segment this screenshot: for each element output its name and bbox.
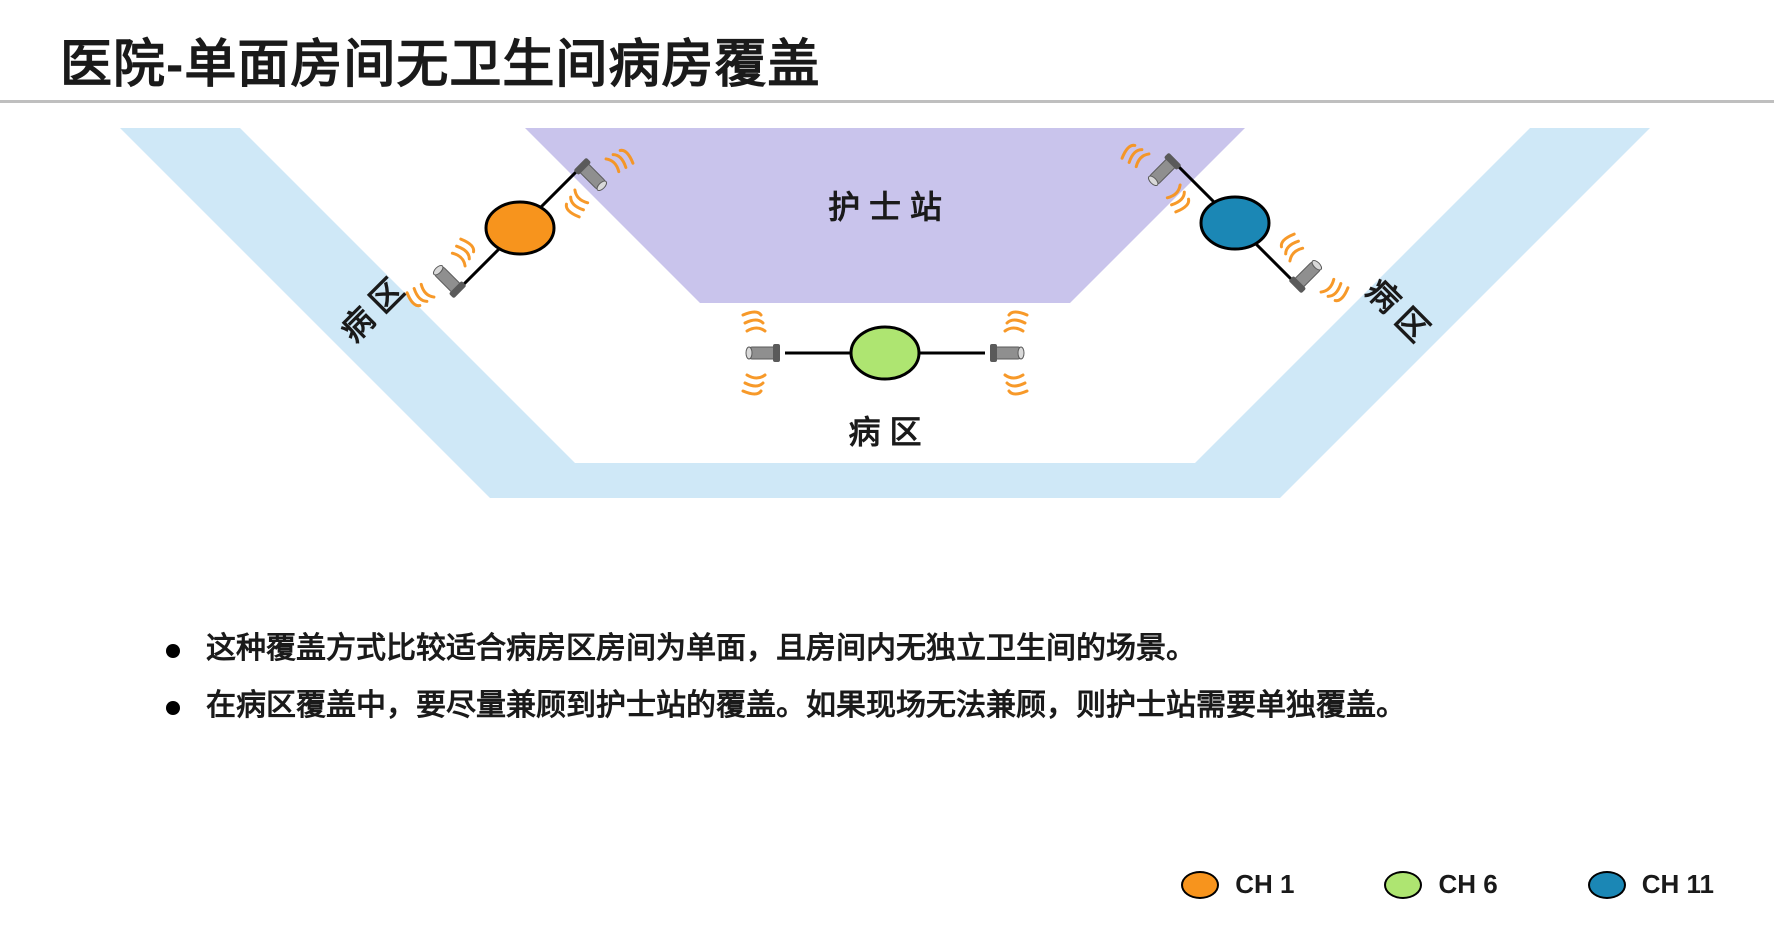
legend-item: CH 1 (1181, 869, 1294, 900)
antenna-icon (1266, 232, 1350, 316)
label-nurse-station: 护 士 站 (828, 189, 942, 225)
antenna-icon (990, 312, 1027, 394)
diagram-svg: 护 士 站病 区病 区病 区 (120, 128, 1650, 568)
ap-ch6 (743, 312, 1027, 394)
bullet-item: 在病区覆盖中，要尽量兼顾到护士站的覆盖。如果现场无法兼顾，则护士站需要单独覆盖。 (160, 677, 1610, 734)
title-rule (0, 100, 1774, 103)
bullet-item: 这种覆盖方式比较适合病房区房间为单面，且房间内无独立卫生间的场景。 (160, 620, 1610, 677)
legend-swatch (1384, 871, 1422, 899)
legend-item: CH 6 (1384, 869, 1497, 900)
slide: 医院-单面房间无卫生间病房覆盖 护 士 站病 区病 区病 区 这种覆盖方式比较适… (0, 0, 1774, 930)
legend-swatch (1181, 871, 1219, 899)
legend-label: CH 6 (1438, 869, 1497, 900)
label-ward-bottom: 病 区 (849, 414, 922, 450)
legend-label: CH 1 (1235, 869, 1294, 900)
legend-item: CH 11 (1588, 869, 1714, 900)
ap-node (1201, 197, 1269, 249)
legend: CH 1 CH 6 CH 11 (1181, 869, 1714, 900)
page-title: 医院-单面房间无卫生间病房覆盖 (60, 22, 820, 97)
antenna-icon (743, 312, 780, 394)
bullet-list: 这种覆盖方式比较适合病房区房间为单面，且房间内无独立卫生间的场景。在病区覆盖中，… (160, 620, 1610, 734)
coverage-diagram: 护 士 站病 区病 区病 区 (120, 128, 1650, 568)
legend-swatch (1588, 871, 1626, 899)
legend-label: CH 11 (1642, 869, 1714, 900)
ap-node (486, 202, 554, 254)
ap-node (851, 327, 919, 379)
